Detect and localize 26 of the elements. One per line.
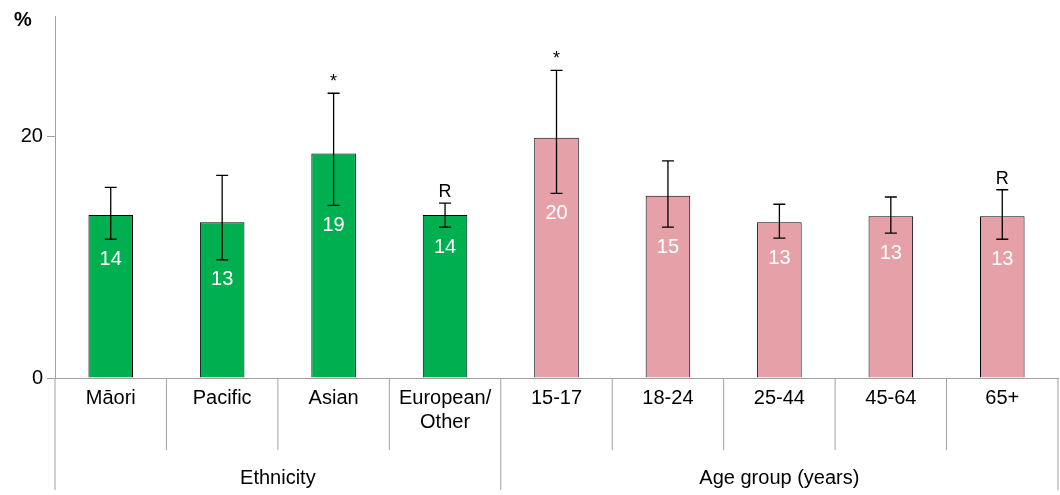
data-label: 15 [656,234,680,257]
data-label: 13 [879,240,902,263]
x-tick-label: 65+ [985,385,1020,408]
data-label: 13 [768,245,791,268]
data-label: 13 [211,267,234,290]
text: Age group (years) [699,465,860,488]
annotation: * [330,71,338,92]
data-label: 14 [433,234,457,257]
annotation: R [995,167,1009,188]
x-tick-label: 25-44 [753,385,805,408]
text: Ethnicity [240,465,316,488]
x-tick-label: European/Other [398,385,492,432]
data-label: 19 [322,212,345,235]
x-tick-label: 18-24 [642,385,694,408]
data-label: 20 [545,200,568,223]
annotation: R [438,181,452,201]
data-label: 13 [991,246,1014,269]
x-tick-label: 45-64 [865,385,917,408]
y-axis-title: % [14,7,33,30]
annotation: * [552,48,561,69]
x-tick-label: Māori [85,385,136,408]
y-tick-label: 0 [31,365,43,388]
data-label: 14 [99,246,122,269]
x-tick-label: 15-17 [530,385,583,408]
x-tick-label: Pacific [192,385,252,408]
x-tick-label: Asian [308,385,359,408]
